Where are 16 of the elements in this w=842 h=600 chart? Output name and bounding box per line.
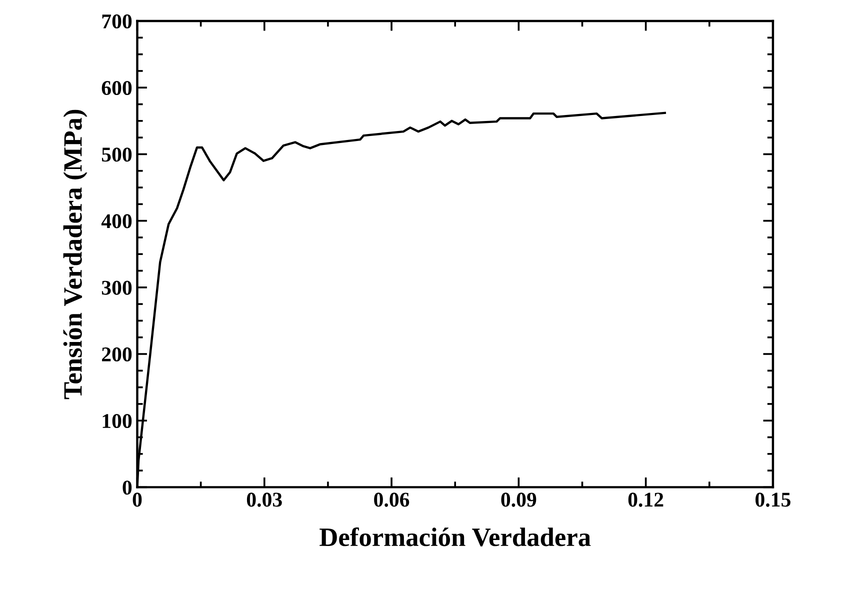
y-tick-label: 200 bbox=[102, 347, 132, 362]
y-tick-label: 100 bbox=[102, 414, 132, 428]
x-axis-title: Deformación Verdadera bbox=[320, 527, 591, 546]
x-tick-label: 0.12 bbox=[628, 492, 664, 507]
y-tick-label: 600 bbox=[102, 80, 132, 96]
x-tick-label: 0.15 bbox=[756, 492, 790, 507]
y-axis-title: Tensión Verdadera (MPa) bbox=[63, 110, 88, 400]
y-tick-label: 300 bbox=[102, 280, 132, 295]
x-tick-label: 0.03 bbox=[246, 492, 282, 507]
y-tick-label: 400 bbox=[101, 214, 132, 228]
y-tick-label: 700 bbox=[102, 14, 132, 28]
x-tick-label: 0 bbox=[132, 492, 142, 507]
y-tick-label: 500 bbox=[102, 148, 132, 162]
x-tick-label: 0.06 bbox=[374, 492, 410, 507]
y-tick-label: 0 bbox=[122, 480, 132, 495]
x-tick-label: 0.09 bbox=[501, 492, 536, 507]
